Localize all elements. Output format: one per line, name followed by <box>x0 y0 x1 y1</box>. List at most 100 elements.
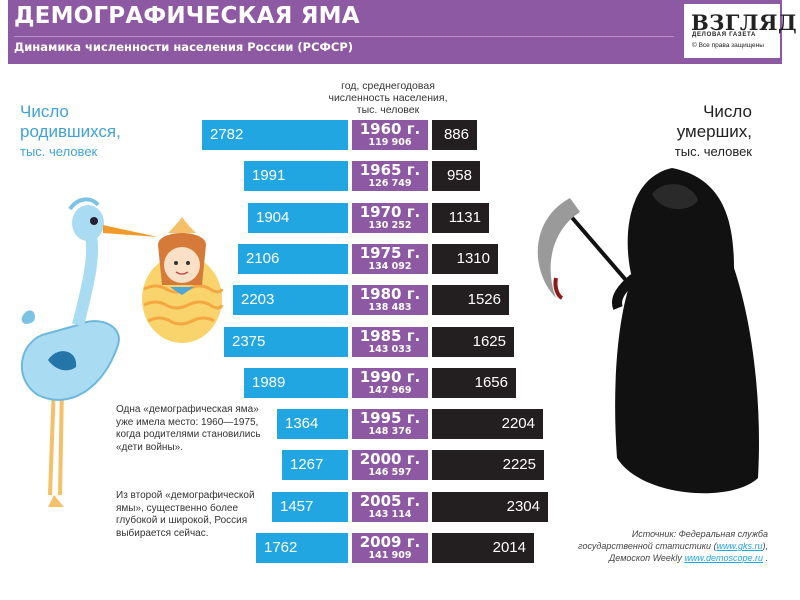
grim-reaper-icon <box>537 168 759 494</box>
year-label: 1965 г. <box>359 161 421 179</box>
logo[interactable]: ВЗГЛЯД ДЕЛОВАЯ ГАЗЕТА © Все права защище… <box>684 4 797 58</box>
deaths-bar: 1131 <box>432 203 489 233</box>
births-value-label: 2375 <box>232 333 266 350</box>
deaths-bar: 1625 <box>432 327 514 357</box>
deaths-value-label: 2014 <box>492 539 526 556</box>
births-value-label: 1457 <box>280 498 314 515</box>
source-link-gks[interactable]: www.gks.ru <box>716 541 763 551</box>
year-label: 1960 г. <box>359 120 421 138</box>
births-bar: 2782 <box>202 120 348 150</box>
logo-tagline: ДЕЛОВАЯ ГАЗЕТА <box>692 32 757 38</box>
year-label-box: 1990 г. 147 969 <box>352 368 428 398</box>
births-bar: 2203 <box>233 285 348 315</box>
deaths-bar: 886 <box>432 120 477 150</box>
source-line2-text: государственной статистики ( <box>578 541 717 551</box>
deaths-label-line2: умерших, <box>676 122 752 141</box>
births-bar: 1457 <box>272 492 348 522</box>
births-value-label: 1989 <box>252 374 286 391</box>
year-label-box: 1960 г. 119 906 <box>352 120 428 150</box>
deaths-value-label: 2304 <box>506 498 540 515</box>
center-header-line2: численность населения, <box>328 92 448 104</box>
year-label-box: 1965 г. 126 749 <box>352 161 428 191</box>
population-label: 143 114 <box>368 509 412 520</box>
population-label: 143 033 <box>368 344 412 355</box>
year-label: 1975 г. <box>359 244 421 262</box>
year-label: 2009 г. <box>359 533 421 551</box>
year-label: 1995 г. <box>359 409 421 427</box>
year-label-box: 2000 г. 146 597 <box>352 450 428 480</box>
deaths-value-label: 2225 <box>502 456 536 473</box>
deaths-bar: 2225 <box>432 450 544 480</box>
year-label-box: 2005 г. 143 114 <box>352 492 428 522</box>
deaths-bar: 2204 <box>432 409 543 439</box>
deaths-value-label: 886 <box>443 126 469 143</box>
year-label: 1985 г. <box>359 327 421 345</box>
deaths-label-line3: тыс. человек <box>674 144 752 159</box>
births-label-line2: родившихся, <box>20 122 121 141</box>
births-label-line3: тыс. человек <box>20 144 98 159</box>
population-label: 148 376 <box>368 426 412 437</box>
births-value-label: 1364 <box>285 415 319 432</box>
note-first-pit: Одна «демографическая яма» уже имела мес… <box>116 404 261 453</box>
deaths-value-label: 1526 <box>467 291 501 308</box>
year-label: 2000 г. <box>359 450 421 468</box>
population-label: 146 597 <box>368 467 412 478</box>
population-label: 126 749 <box>368 178 412 189</box>
center-header-line3: тыс. человек <box>356 104 420 116</box>
population-label: 130 252 <box>368 220 412 231</box>
population-label: 119 906 <box>368 137 412 148</box>
source-line3-end: . <box>762 553 768 563</box>
page-subtitle: Динамика численности населения России (Р… <box>14 40 354 54</box>
births-bar: 1267 <box>282 450 348 480</box>
year-label: 1990 г. <box>359 368 421 386</box>
deaths-value-label: 958 <box>446 167 472 184</box>
births-value-label: 1267 <box>290 456 324 473</box>
deaths-bar: 1526 <box>432 285 509 315</box>
center-header-line1: год, среднегодовая <box>341 80 435 92</box>
year-label: 1980 г. <box>359 285 421 303</box>
deaths-bar: 1310 <box>432 244 498 274</box>
births-bar: 2106 <box>238 244 348 274</box>
logo-name: ВЗГЛЯД <box>691 10 798 35</box>
births-value-label: 2782 <box>210 126 244 143</box>
source-line3-text: Демоскоп Weekly <box>608 553 685 563</box>
births-value-label: 1762 <box>264 539 298 556</box>
births-label: Число родившихся, тыс. человек <box>20 102 121 159</box>
births-bar: 1991 <box>244 161 348 191</box>
center-column-header: год, среднегодовая численность населения… <box>318 80 458 116</box>
bottom-strip <box>0 578 800 600</box>
source-line2-end: ), <box>762 541 769 551</box>
deaths-value-label: 1625 <box>472 333 506 350</box>
baby-bundle-icon <box>142 217 224 343</box>
year-label-box: 1975 г. 134 092 <box>352 244 428 274</box>
population-label: 147 969 <box>368 385 412 396</box>
births-value-label: 2203 <box>241 291 275 308</box>
note-second-pit: Из второй «демографической ямы», существ… <box>116 490 255 539</box>
deaths-value-label: 1131 <box>448 209 481 226</box>
deaths-value-label: 2204 <box>501 415 535 432</box>
births-label-line1: Число <box>20 102 69 121</box>
source-line3: Демоскоп Weekly www.demoscope.ru . <box>578 552 768 564</box>
source-line2: государственной статистики (www.gks.ru), <box>578 540 768 552</box>
year-label-box: 1985 г. 143 033 <box>352 327 428 357</box>
births-bar: 1364 <box>277 409 348 439</box>
deaths-value-label: 1656 <box>474 374 508 391</box>
source-note: Источник: Федеральная служба государстве… <box>578 528 768 564</box>
births-bar: 1989 <box>244 368 348 398</box>
source-line1: Источник: Федеральная служба <box>631 529 768 539</box>
deaths-bar: 958 <box>432 161 480 191</box>
stork-icon <box>21 197 158 507</box>
year-label-box: 1995 г. 148 376 <box>352 409 428 439</box>
deaths-bar: 2014 <box>432 533 534 563</box>
population-label: 138 483 <box>368 302 412 313</box>
population-label: 134 092 <box>368 261 412 272</box>
births-value-label: 1904 <box>256 209 290 226</box>
year-label-box: 1970 г. 130 252 <box>352 203 428 233</box>
births-bar: 1762 <box>256 533 348 563</box>
header-divider <box>14 36 674 37</box>
births-value-label: 1991 <box>252 167 286 184</box>
deaths-label-line1: Число <box>703 102 752 121</box>
deaths-value-label: 1310 <box>456 250 490 267</box>
year-label: 2005 г. <box>359 492 421 510</box>
source-link-demoscope[interactable]: www.demoscope.ru <box>684 553 763 563</box>
